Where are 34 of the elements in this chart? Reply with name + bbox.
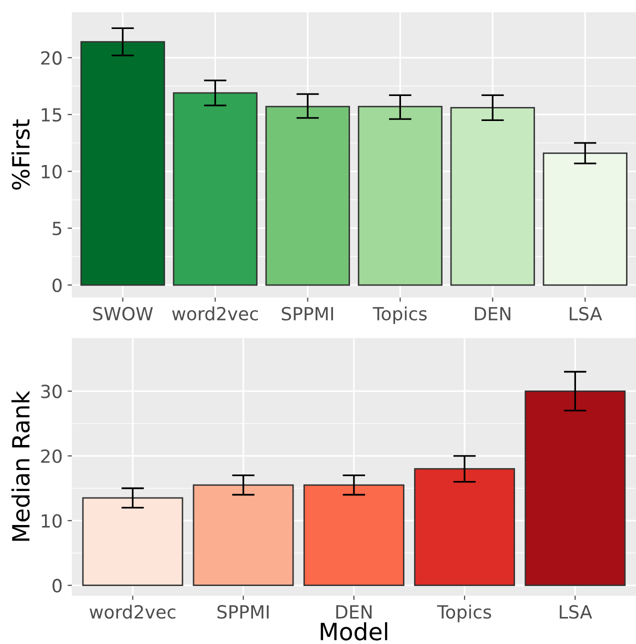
x-tick-label: word2vec xyxy=(90,604,176,619)
x-tick-label: DEN xyxy=(336,605,372,618)
y-tick-label: 20 xyxy=(41,51,62,65)
x-tick-label: Topics xyxy=(372,306,427,324)
x-tick-label: word2vec xyxy=(172,306,258,321)
y-tick-label: 20 xyxy=(41,449,62,464)
y-tick-label: 0 xyxy=(52,278,62,292)
y-tick-label: 10 xyxy=(42,514,62,528)
bar xyxy=(192,484,294,586)
bar xyxy=(450,107,535,286)
x-tick-label: LSA xyxy=(560,605,592,619)
x-tick-label: DEN xyxy=(475,307,510,320)
bar xyxy=(524,390,626,586)
x-tick-label: SWOW xyxy=(93,306,153,321)
x-axis-title: Model xyxy=(320,622,388,640)
x-tick-label: Topics xyxy=(437,604,492,622)
x-tick-label: SPPMI xyxy=(217,605,269,619)
x-tick-label: SPPMI xyxy=(282,306,333,321)
y-tick-label: 0 xyxy=(52,578,62,592)
bar xyxy=(172,92,258,286)
x-tick-label: LSA xyxy=(570,306,602,321)
bar xyxy=(265,106,350,286)
bar xyxy=(80,41,166,286)
y-tick-label: 15 xyxy=(42,108,62,122)
bar xyxy=(542,152,628,286)
bar xyxy=(414,468,516,586)
bar xyxy=(303,484,404,586)
bar xyxy=(82,497,184,586)
y-tick-label: 30 xyxy=(41,384,62,398)
bar xyxy=(358,106,442,286)
y-axis-title: Median Rank xyxy=(11,390,30,541)
y-tick-label: 5 xyxy=(52,222,62,236)
y-tick-label: 10 xyxy=(42,164,62,178)
y-axis-title: %First xyxy=(11,119,30,190)
